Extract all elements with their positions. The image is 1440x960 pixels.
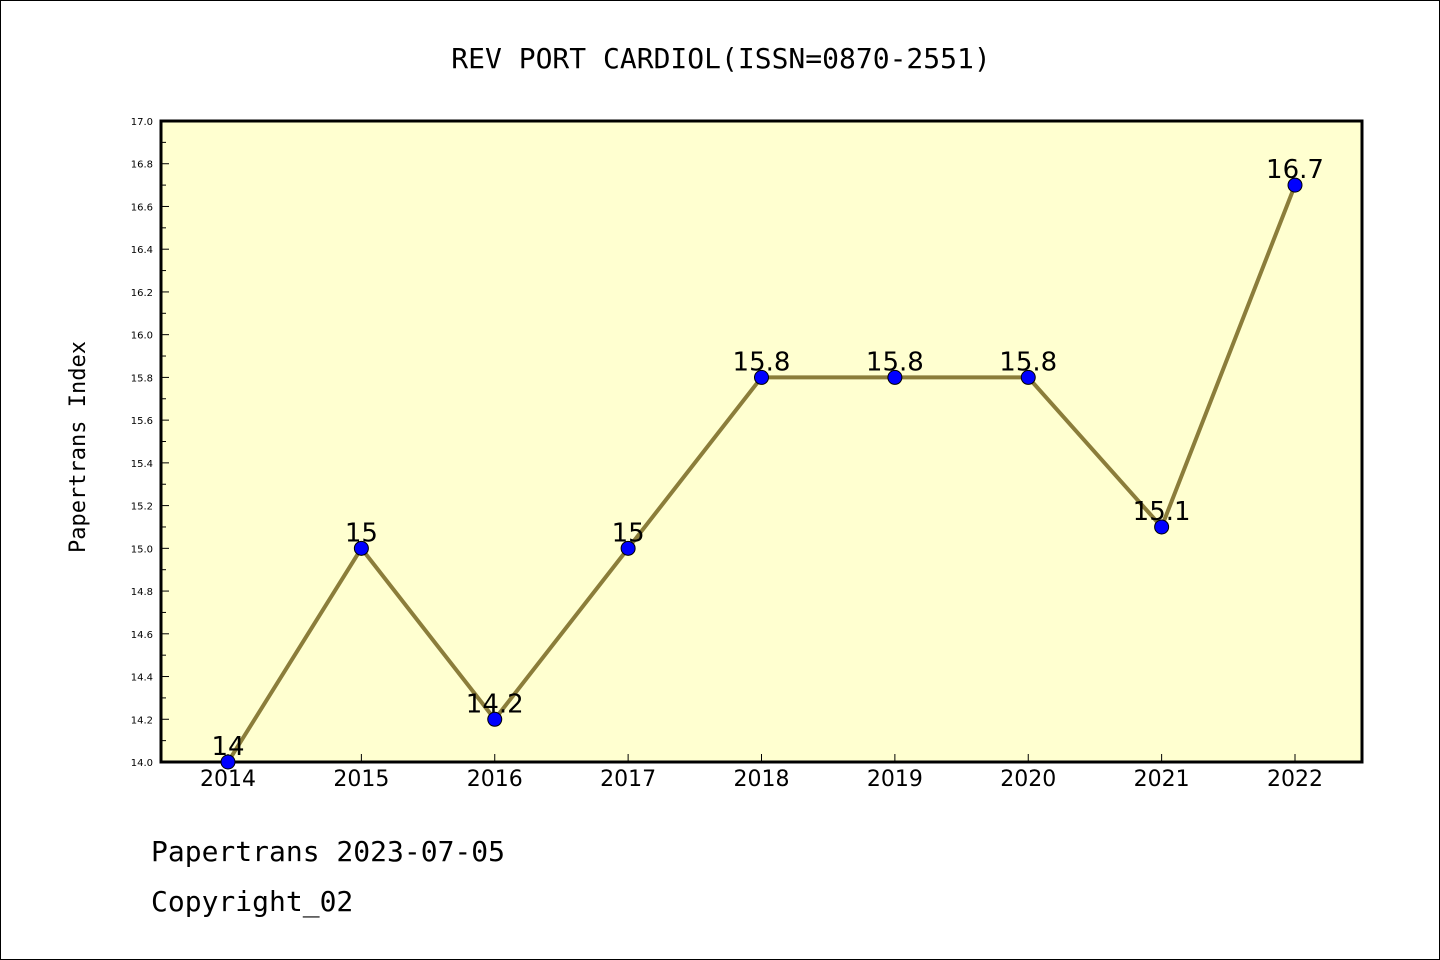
y-tick-label: 14.8 <box>131 587 153 598</box>
y-tick-label: 14.0 <box>131 758 153 769</box>
data-point <box>1287 177 1303 193</box>
x-tick-label: 2021 <box>1134 767 1190 792</box>
data-label: 14 <box>211 732 244 762</box>
data-label: 16.7 <box>1266 155 1324 185</box>
y-tick-label: 16.6 <box>131 202 153 213</box>
data-label: 15.8 <box>999 347 1057 377</box>
y-tick-label: 17.0 <box>131 117 153 128</box>
data-label: 15.8 <box>866 347 924 377</box>
x-tick-label: 2014 <box>200 767 256 792</box>
data-markers <box>220 177 1303 770</box>
data-point <box>220 754 236 770</box>
x-tick-label: 2022 <box>1267 767 1323 792</box>
data-point <box>1020 369 1036 385</box>
y-tick-label: 15.2 <box>131 502 153 513</box>
y-axis-label: Papertrans Index <box>66 341 91 553</box>
x-tick-label: 2020 <box>1000 767 1056 792</box>
x-tick-label: 2019 <box>867 767 923 792</box>
x-tick-label: 2016 <box>467 767 523 792</box>
y-tick-label: 15.8 <box>131 373 153 384</box>
y-tick-label: 14.4 <box>131 673 153 684</box>
data-point <box>754 369 769 385</box>
y-tick-label: 15.0 <box>131 544 153 555</box>
data-point <box>887 369 903 385</box>
footer-date-line: Papertrans 2023-07-05 <box>151 835 506 868</box>
x-tick-label: 2015 <box>333 767 389 792</box>
x-tick-label: 2018 <box>734 767 790 792</box>
data-point <box>353 540 369 556</box>
y-axis: 14.0 14.2 14.4 14.6 14.8 15.0 15.2 15.4 15.6 15.8… <box>131 117 169 769</box>
y-tick-label: 16.0 <box>131 331 153 342</box>
y-tick-label: 15.4 <box>131 459 153 470</box>
data-label: 14.2 <box>466 689 524 719</box>
y-tick-label: 16.4 <box>131 245 153 256</box>
data-label: 15.8 <box>733 347 791 377</box>
y-tick-label: 14.6 <box>131 630 153 641</box>
y-tick-label: 16.8 <box>131 160 153 171</box>
chart-title: REV PORT CARDIOL(ISSN=0870-2551) <box>451 42 990 75</box>
plot-area <box>159 119 1364 764</box>
data-label: 15 <box>345 518 378 548</box>
data-point <box>487 711 503 727</box>
y-tick-label: 16.2 <box>131 288 153 299</box>
data-label: 15 <box>612 518 645 548</box>
y-tick-label: 14.2 <box>131 715 153 726</box>
x-axis: 2014 2015 2016 2017 2018 2019 2020 2021 2022 <box>200 754 1323 792</box>
data-point <box>1154 519 1170 535</box>
data-point <box>620 540 636 556</box>
y-tick-label: 15.6 <box>131 416 153 427</box>
data-labels: 14 15 14.2 15 15.8 15.8 15.8 15.1 16.7 <box>211 155 1323 762</box>
x-tick-label: 2017 <box>600 767 656 792</box>
footer-copyright: Copyright_02 <box>151 885 354 918</box>
data-label: 15.1 <box>1133 497 1191 527</box>
